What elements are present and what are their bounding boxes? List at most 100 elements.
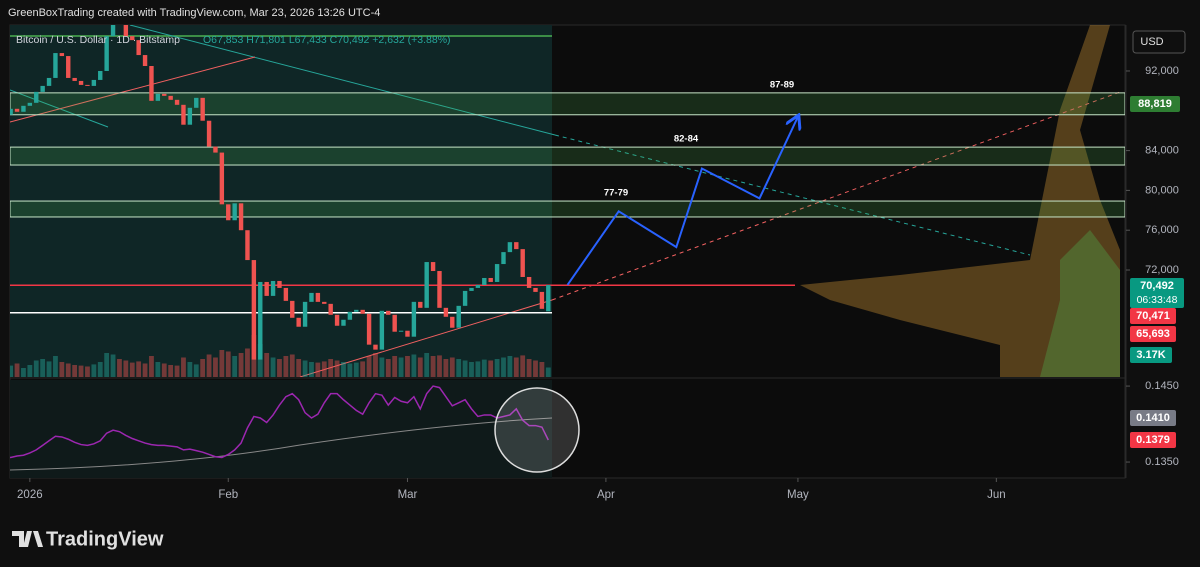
candle-body: [360, 309, 365, 314]
volume-bar: [296, 359, 302, 377]
zone: [10, 92, 1125, 116]
volume-bar: [424, 353, 430, 377]
candle-body: [258, 281, 263, 360]
volume-bar: [257, 344, 263, 377]
candle-body: [226, 204, 231, 221]
volume-bar: [14, 363, 20, 377]
badge: [1130, 410, 1176, 426]
candle-body: [341, 319, 346, 326]
candle-body: [66, 56, 71, 78]
volume-bar: [385, 359, 391, 377]
candle-body: [21, 105, 26, 112]
low-badge: 65,693: [1136, 328, 1170, 340]
candle-body: [392, 314, 397, 332]
candle-body: [149, 66, 154, 101]
candle-body: [443, 307, 449, 317]
trend-line: [129, 25, 556, 136]
candle-body: [53, 53, 58, 78]
volume-bar: [309, 362, 314, 377]
last-price: 70,492: [1140, 280, 1174, 292]
indicator-ma-badge: 0.1410: [1136, 412, 1170, 424]
volume-bar: [219, 350, 225, 377]
volume-bar: [456, 359, 462, 377]
volume-bar: [430, 356, 436, 377]
volume-bar: [104, 353, 110, 377]
volume-bar: [379, 357, 385, 377]
candle-body: [10, 108, 13, 115]
candle-body: [507, 242, 513, 253]
volume-bar: [187, 362, 193, 377]
volume-bar: [302, 360, 308, 377]
candle-body: [334, 314, 340, 326]
volume-bar: [289, 354, 295, 377]
candle-body: [379, 310, 385, 350]
badge: [1130, 278, 1184, 308]
volume-bar: [341, 362, 346, 377]
candle-body: [110, 25, 116, 37]
candle-body: [398, 330, 404, 332]
volume-bar: [33, 360, 39, 377]
volume-bar: [494, 359, 500, 377]
candle-body: [430, 262, 436, 272]
candle-body: [520, 249, 525, 277]
volume-bar: [213, 357, 218, 377]
x-tick-label: 2026: [17, 489, 43, 501]
currency-button[interactable]: [1132, 30, 1186, 54]
brand: TradingView: [46, 528, 164, 550]
volume-bar: [270, 357, 276, 377]
candle-body: [488, 277, 493, 282]
candle-body: [462, 290, 468, 306]
volume-bar: [462, 360, 468, 377]
volume-bar: [315, 362, 321, 377]
candle-body: [290, 300, 295, 318]
candle-body: [130, 36, 135, 41]
volume-bar: [264, 353, 270, 377]
indicator-tick-label: 0.1450: [1145, 380, 1179, 392]
volume-profile-green: [1040, 230, 1120, 377]
volume-bar: [10, 365, 14, 377]
volume-bar: [117, 359, 122, 377]
trend-line-dashed: [554, 134, 1031, 256]
countdown: 06:33:48: [1137, 294, 1178, 306]
candle-body: [469, 287, 474, 291]
volume-bar: [405, 356, 410, 377]
highlight-circle: [494, 387, 580, 473]
brand-logo: [12, 531, 43, 547]
badge: [1130, 326, 1176, 342]
candle-body: [72, 77, 77, 81]
candle-body: [418, 301, 423, 308]
zone: [10, 146, 1125, 166]
candle-body: [40, 85, 45, 92]
candle-body: [181, 104, 186, 125]
currency[interactable]: USD: [1140, 36, 1163, 48]
volume-bar: [507, 356, 513, 377]
candle-body: [405, 330, 410, 337]
candle-body: [14, 108, 20, 112]
volume-bar: [411, 354, 417, 377]
y-tick-label: 92,000: [1145, 65, 1179, 77]
x-tick-label: Mar: [398, 489, 418, 501]
candle-body: [411, 301, 417, 337]
volume-bar: [123, 360, 129, 377]
symbol: Bitcoin / U.S. Dollar · 1D · Bitstamp: [16, 34, 180, 46]
volume-bar: [533, 360, 538, 377]
volume-bar: [277, 359, 282, 377]
candle-body: [424, 262, 429, 308]
zone-label: 87-89: [770, 79, 794, 90]
volume-bar: [417, 357, 423, 377]
volume-bar: [520, 355, 526, 377]
volume-bar: [501, 357, 506, 377]
x-tick-label: Jun: [987, 489, 1006, 501]
volume-bar: [27, 365, 33, 377]
candle-body: [194, 97, 199, 108]
candle-body: [283, 287, 289, 301]
volume-bar: [40, 359, 46, 377]
indicator-pane: [10, 385, 553, 471]
zone-label: 82-84: [674, 134, 699, 145]
candle-body: [456, 305, 461, 328]
volume-bar: [347, 363, 353, 377]
candle-body: [354, 309, 359, 312]
volume-bar: [225, 351, 231, 377]
trend-line-dashed: [551, 91, 1121, 301]
y-tick-label: 80,000: [1145, 184, 1179, 196]
